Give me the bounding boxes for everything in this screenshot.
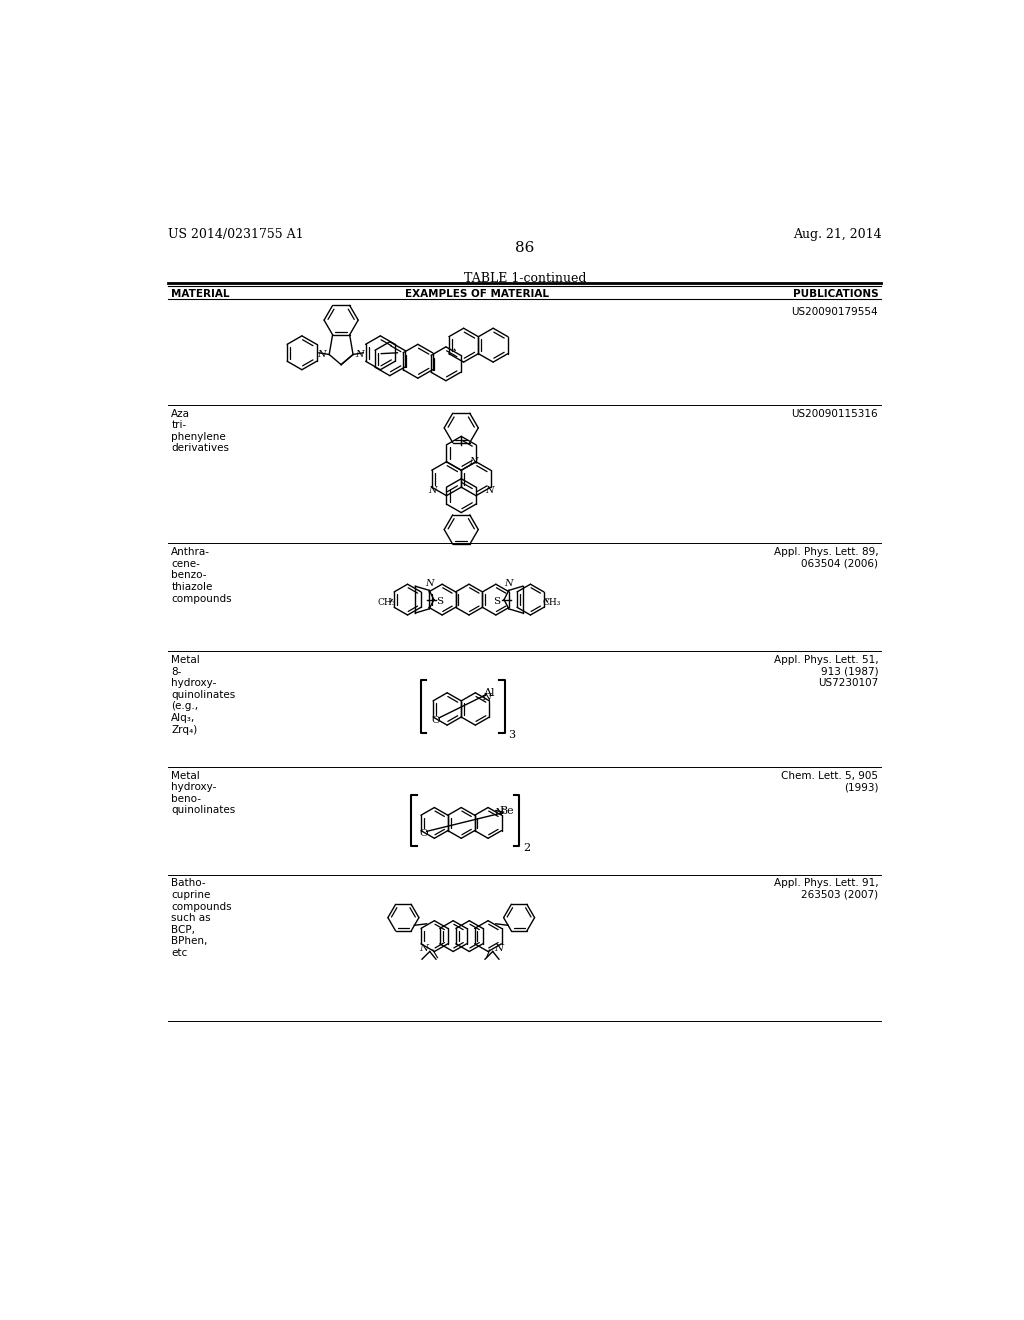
Text: 86: 86 — [515, 240, 535, 255]
Text: 2: 2 — [523, 843, 530, 853]
Text: Appl. Phys. Lett. 51,
913 (1987)
US7230107: Appl. Phys. Lett. 51, 913 (1987) US72301… — [773, 655, 879, 688]
Text: S: S — [494, 597, 500, 606]
Text: Anthra-
cene-
benzo-
thiazole
compounds: Anthra- cene- benzo- thiazole compounds — [171, 548, 232, 603]
Text: S: S — [436, 597, 443, 606]
Text: TABLE 1-continued: TABLE 1-continued — [464, 272, 586, 285]
Text: N: N — [485, 486, 494, 495]
Text: Appl. Phys. Lett. 91,
263503 (2007): Appl. Phys. Lett. 91, 263503 (2007) — [773, 878, 879, 900]
Text: Aza
tri-
phenylene
derivatives: Aza tri- phenylene derivatives — [171, 409, 229, 454]
Text: O: O — [419, 829, 428, 838]
Text: N: N — [429, 486, 437, 495]
Text: N: N — [495, 944, 504, 953]
Text: Al: Al — [482, 688, 495, 698]
Text: N: N — [469, 457, 477, 466]
Text: US 2014/0231755 A1: US 2014/0231755 A1 — [168, 227, 304, 240]
Text: Be: Be — [500, 805, 514, 816]
Text: O: O — [431, 715, 440, 725]
Text: Chem. Lett. 5, 905
(1993): Chem. Lett. 5, 905 (1993) — [781, 771, 879, 792]
Text: N: N — [316, 350, 326, 359]
Text: N: N — [495, 808, 504, 817]
Text: N: N — [505, 579, 513, 589]
Text: N: N — [355, 350, 364, 359]
Text: N: N — [419, 944, 428, 953]
Text: MATERIAL: MATERIAL — [171, 289, 230, 300]
Text: Metal
hydroxy-
beno-
quinolinates: Metal hydroxy- beno- quinolinates — [171, 771, 236, 816]
Text: Aug. 21, 2014: Aug. 21, 2014 — [793, 227, 882, 240]
Text: US20090115316: US20090115316 — [792, 409, 879, 418]
Text: PUBLICATIONS: PUBLICATIONS — [793, 289, 879, 300]
Text: EXAMPLES OF MATERIAL: EXAMPLES OF MATERIAL — [404, 289, 549, 300]
Text: 3: 3 — [509, 730, 516, 741]
Text: N: N — [425, 579, 433, 589]
Text: CH₃: CH₃ — [542, 598, 560, 607]
Text: Batho-
cuprine
compounds
such as
BCP,
BPhen,
etc: Batho- cuprine compounds such as BCP, BP… — [171, 878, 232, 958]
Text: N: N — [482, 693, 492, 702]
Text: Appl. Phys. Lett. 89,
063504 (2006): Appl. Phys. Lett. 89, 063504 (2006) — [773, 548, 879, 569]
Text: US20090179554: US20090179554 — [792, 308, 879, 317]
Text: Metal
8-
hydroxy-
quinolinates
(e.g.,
Alq₃,
Zrq₄): Metal 8- hydroxy- quinolinates (e.g., Al… — [171, 655, 236, 735]
Text: CH₃: CH₃ — [378, 598, 396, 607]
